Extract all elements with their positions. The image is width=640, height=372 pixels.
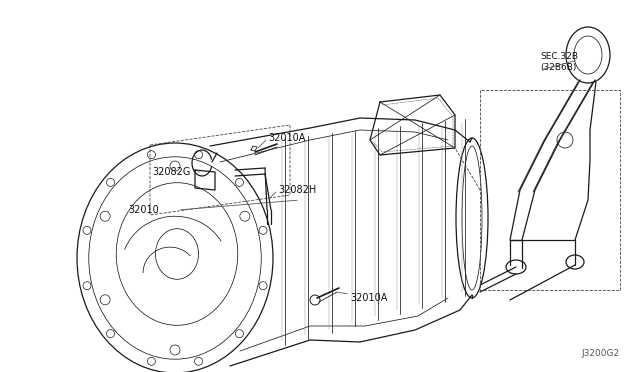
Text: 32082G: 32082G [152, 167, 190, 177]
Text: 32010A: 32010A [268, 133, 305, 143]
Text: 32010A: 32010A [350, 293, 387, 303]
Text: J3200G2: J3200G2 [582, 349, 620, 358]
Text: 32010: 32010 [128, 205, 159, 215]
Text: 32082H: 32082H [278, 185, 316, 195]
Text: SEC.32B
(32B6B): SEC.32B (32B6B) [540, 52, 578, 72]
